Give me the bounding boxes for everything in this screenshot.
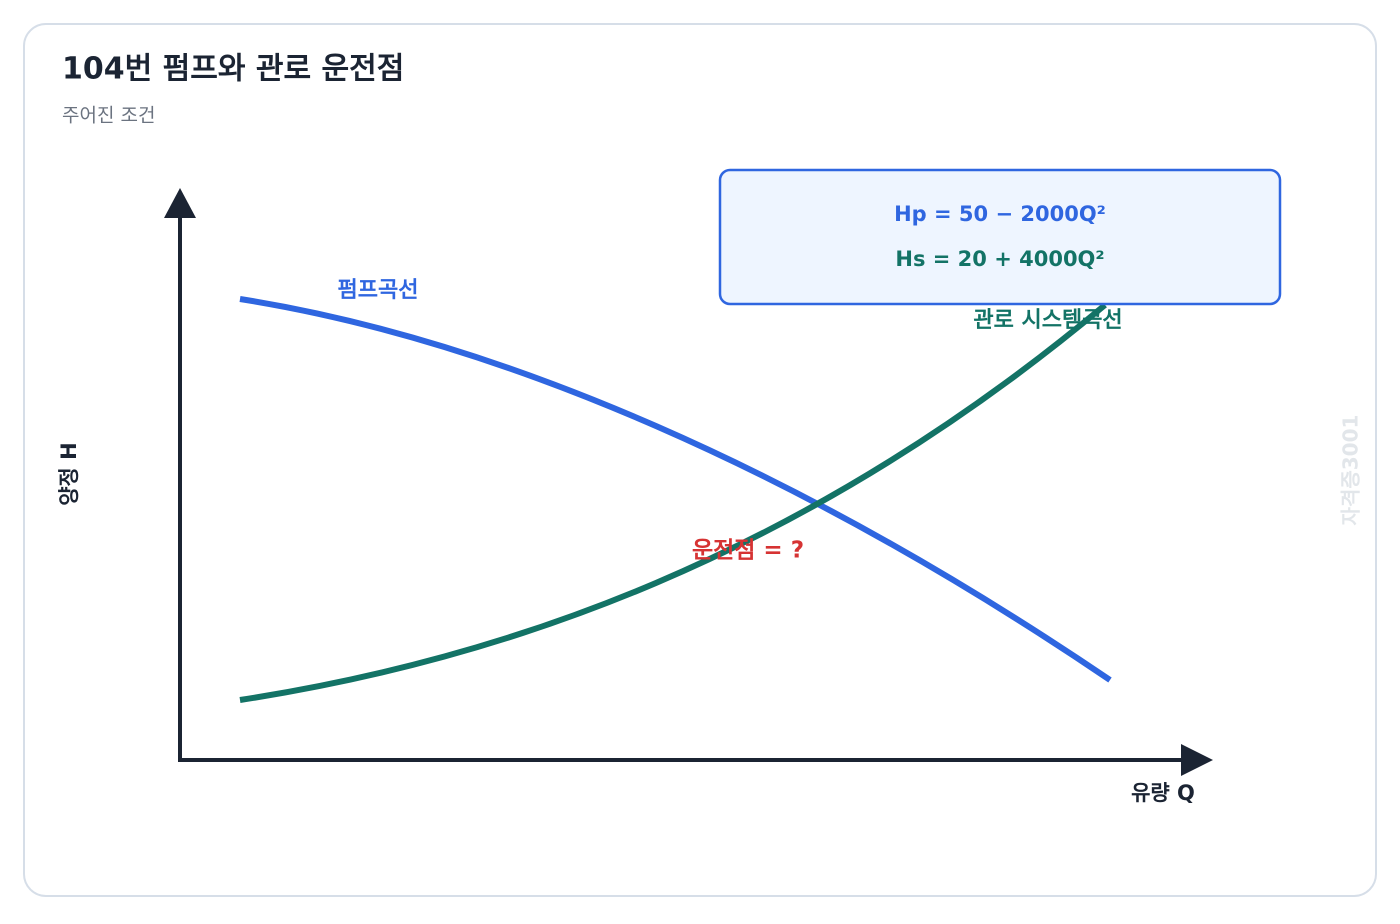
x-arrow: [1181, 744, 1213, 776]
system-curve: [239, 302, 1107, 703]
title: 104번 펌프와 관로 운전점: [62, 52, 404, 87]
pump-curve: [239, 296, 1112, 683]
pump-label: 펌프곡선: [338, 278, 419, 303]
system-label: 관로 시스템곡선: [973, 308, 1122, 333]
watermark: 자격증3001: [1339, 415, 1363, 526]
y-arrow: [164, 188, 196, 218]
operating-point-label: 운전점 = ?: [692, 538, 804, 564]
subtitle: 주어진 조건: [62, 105, 155, 127]
y-axis-label: 양정 H: [57, 442, 81, 506]
card: [23, 23, 1377, 897]
system-formula: Hs = 20 + 4000Q²: [895, 247, 1104, 271]
x-axis-label: 유량 Q: [1131, 781, 1195, 805]
pump-formula: Hp = 50 − 2000Q²: [894, 202, 1106, 226]
formula-box: [718, 168, 1282, 306]
